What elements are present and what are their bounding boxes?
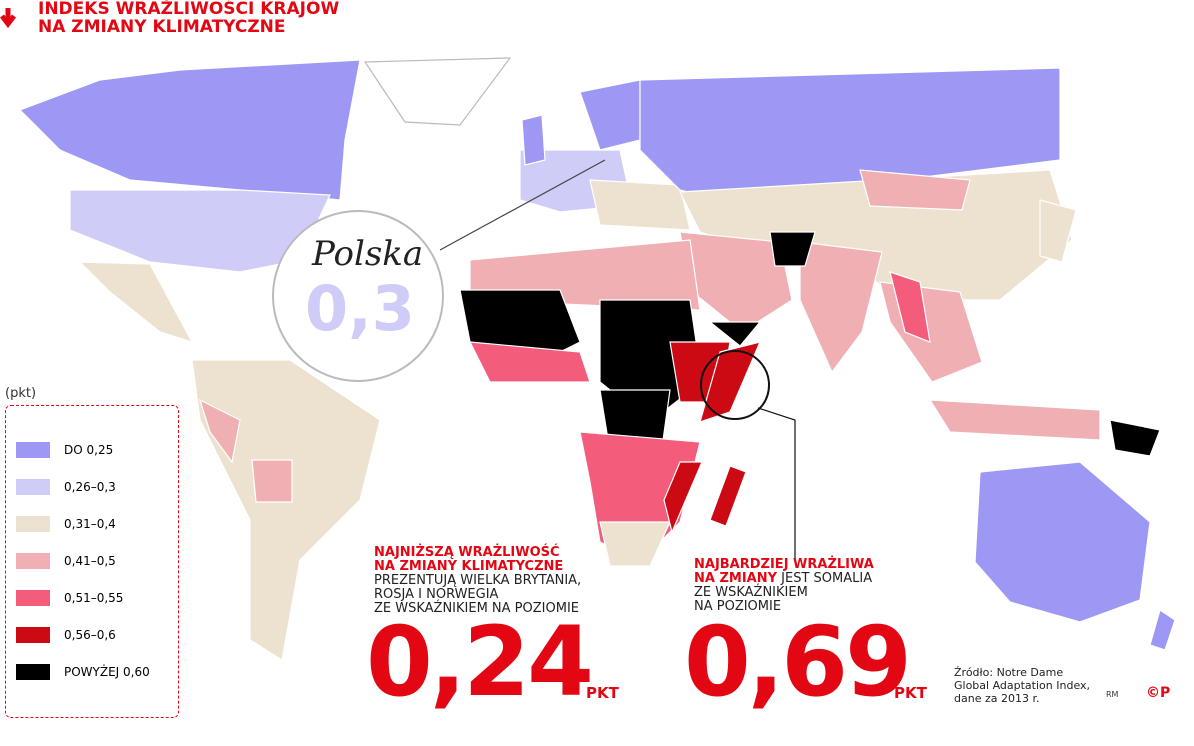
country-region (468, 341, 591, 383)
callout-circle (272, 210, 444, 382)
country-region (251, 459, 293, 503)
somalia-line (757, 407, 796, 560)
country-region (69, 189, 331, 273)
legend-swatch (16, 479, 50, 495)
title-line: NA ZMIANY KLIMATYCZNE (38, 17, 286, 37)
country-region (799, 241, 883, 374)
country-region (1149, 609, 1176, 651)
legend-item: 0,31–0,4 (16, 516, 116, 532)
note-body: ZE WSKAŹNIKIEM (694, 585, 808, 600)
note-heading: NA ZMIANY KLIMATYCZNE (374, 559, 564, 574)
legend-swatch (16, 664, 50, 680)
country-region (18, 59, 361, 201)
note-unit: PKT (894, 684, 927, 702)
note-heading: NA ZMIANY (694, 571, 778, 586)
legend-label: 0,51–0,55 (64, 591, 124, 605)
title-line: INDEKS WRAŻLIWOŚCI KRAJÓW (38, 0, 340, 19)
country-region (199, 398, 241, 464)
note-body: NA POZIOMIE (694, 599, 782, 614)
country-region (859, 169, 971, 211)
country-region (974, 461, 1151, 623)
legend-item: 0,51–0,55 (16, 590, 123, 606)
source: Źródło: Notre Dame Global Adaptation Ind… (954, 666, 1090, 705)
note-value: 0,69 (684, 606, 912, 718)
arrow-icon (0, 8, 16, 29)
legend-label: DO 0,25 (64, 443, 114, 457)
note-body: PREZENTUJĄ WIELKA BRYTANIA, (374, 573, 582, 588)
country-region (191, 359, 381, 661)
country-region (663, 461, 703, 534)
legend-item: 0,56–0,6 (16, 627, 116, 643)
country-region (1109, 419, 1161, 457)
country-region (708, 321, 762, 347)
logo: ©P (1146, 685, 1171, 701)
country-region (769, 231, 816, 267)
legend-item: 0,41–0,5 (16, 553, 116, 569)
note-heading: NAJBARDZIEJ WRAŻLIWA (694, 557, 874, 572)
legend-label: 0,56–0,6 (64, 628, 116, 642)
note-heading: NAJNIŻSZĄ WRAŻLIWOŚĆ (374, 545, 560, 560)
note-body: JEST SOMALIA (781, 571, 873, 586)
legend-swatch (16, 590, 50, 606)
country-region (709, 465, 747, 527)
legend-label: 0,41–0,5 (64, 554, 116, 568)
source-line: Global Adaptation Index, (954, 679, 1091, 692)
legend-swatch (16, 442, 50, 458)
country-region (589, 179, 691, 231)
note-value: 0,24 (366, 606, 594, 718)
legend-label: 0,26–0,3 (64, 480, 116, 494)
note-body: ROSJA I NORWEGIA (374, 587, 499, 602)
legend-label: POWYŻEJ 0,60 (64, 665, 150, 679)
map-regions (18, 57, 1176, 661)
country-region (699, 341, 762, 423)
legend-swatch (16, 553, 50, 569)
country-region (78, 261, 194, 344)
callout-value: 0,3 (305, 272, 415, 345)
callout-country: Polska (312, 234, 424, 274)
note-lowest: NAJNIŻSZĄ WRAŻLIWOŚĆ NA ZMIANY KLIMATYCZ… (374, 546, 581, 616)
legend-item: POWYŻEJ 0,60 (16, 664, 150, 680)
country-region (579, 79, 641, 151)
country-region (599, 521, 671, 567)
country-region (1039, 199, 1077, 263)
source-line: dane za 2013 r. (954, 692, 1040, 705)
note-body: ZE WSKAŹNIKIEM NA POZIOMIE (374, 601, 579, 616)
legend-item: 0,26–0,3 (16, 479, 116, 495)
legend-swatch (16, 627, 50, 643)
somalia-circle (700, 350, 770, 420)
legend-item: DO 0,25 (16, 442, 113, 458)
note-highest: NAJBARDZIEJ WRAŻLIWA NA ZMIANY JEST SOMA… (694, 558, 874, 614)
source-line: Źródło: Notre Dame (954, 666, 1064, 679)
title: INDEKS WRAŻLIWOŚCI KRAJÓW NA ZMIANY KLIM… (38, 0, 339, 36)
country-region (928, 399, 1101, 441)
legend-swatch (16, 516, 50, 532)
callout-line (439, 159, 606, 251)
note-unit: PKT (586, 684, 619, 702)
country-region (889, 271, 931, 343)
legend-unit: (pkt) (5, 386, 37, 401)
author: RM (1106, 690, 1119, 699)
country-region (521, 114, 546, 166)
legend-label: 0,31–0,4 (64, 517, 116, 531)
legend: DO 0,25 0,26–0,3 0,31–0,4 0,41–0,5 0,51–0,55… (5, 405, 179, 718)
